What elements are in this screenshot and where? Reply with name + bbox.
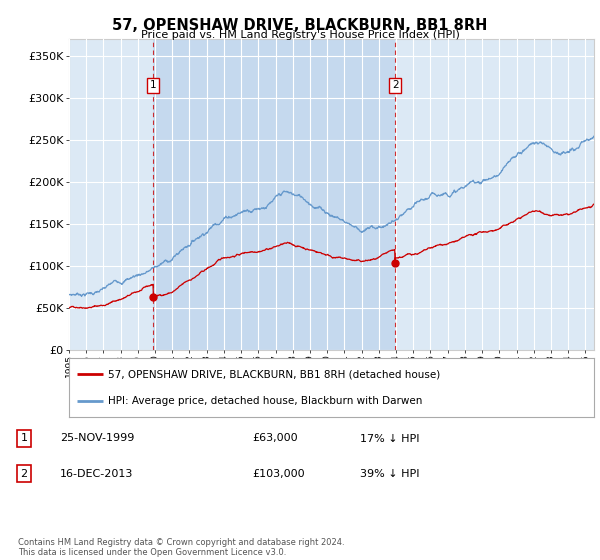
Text: 57, OPENSHAW DRIVE, BLACKBURN, BB1 8RH (detached house): 57, OPENSHAW DRIVE, BLACKBURN, BB1 8RH (… [109, 369, 440, 379]
Text: Price paid vs. HM Land Registry's House Price Index (HPI): Price paid vs. HM Land Registry's House … [140, 30, 460, 40]
Text: 57, OPENSHAW DRIVE, BLACKBURN, BB1 8RH: 57, OPENSHAW DRIVE, BLACKBURN, BB1 8RH [112, 18, 488, 33]
Text: Contains HM Land Registry data © Crown copyright and database right 2024.
This d: Contains HM Land Registry data © Crown c… [18, 538, 344, 557]
Text: 1: 1 [150, 81, 157, 90]
Text: 39% ↓ HPI: 39% ↓ HPI [360, 469, 419, 479]
Text: HPI: Average price, detached house, Blackburn with Darwen: HPI: Average price, detached house, Blac… [109, 396, 423, 407]
Text: 2: 2 [392, 81, 398, 90]
Text: 25-NOV-1999: 25-NOV-1999 [60, 433, 134, 444]
Text: £63,000: £63,000 [252, 433, 298, 444]
Text: 16-DEC-2013: 16-DEC-2013 [60, 469, 133, 479]
Text: 1: 1 [20, 433, 28, 444]
Text: 17% ↓ HPI: 17% ↓ HPI [360, 433, 419, 444]
Text: £103,000: £103,000 [252, 469, 305, 479]
Bar [154, 39, 395, 350]
Text: 2: 2 [20, 469, 28, 479]
